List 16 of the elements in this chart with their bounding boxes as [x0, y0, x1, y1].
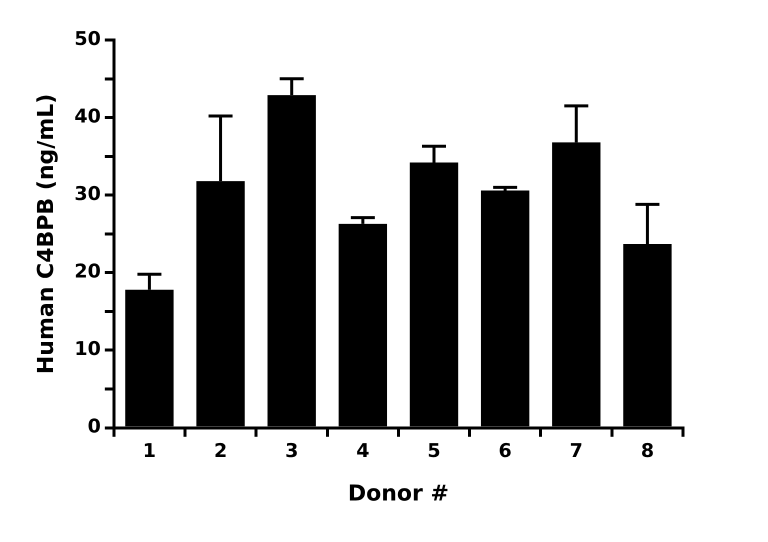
- y-tick-label: 30: [74, 183, 101, 206]
- y-tick-label: 10: [74, 338, 101, 360]
- x-axis-title: Donor #: [348, 482, 449, 507]
- x-tick-label: 7: [570, 440, 583, 462]
- x-tick-label: 3: [285, 440, 298, 462]
- y-tick-label: 50: [74, 28, 101, 50]
- x-tick-label: 2: [214, 440, 228, 462]
- x-tick-label: 5: [427, 440, 441, 462]
- y-tick-label: 0: [88, 416, 101, 438]
- x-tick-label: 8: [640, 440, 654, 462]
- y-tick-label: 20: [74, 260, 101, 283]
- x-tick-label: 4: [356, 440, 370, 462]
- x-tick-label: 1: [142, 440, 156, 462]
- y-tick-label: 40: [74, 105, 101, 128]
- y-axis-title: Human C4BPB (ng/mL): [34, 94, 59, 374]
- x-tick-label: 6: [498, 440, 512, 462]
